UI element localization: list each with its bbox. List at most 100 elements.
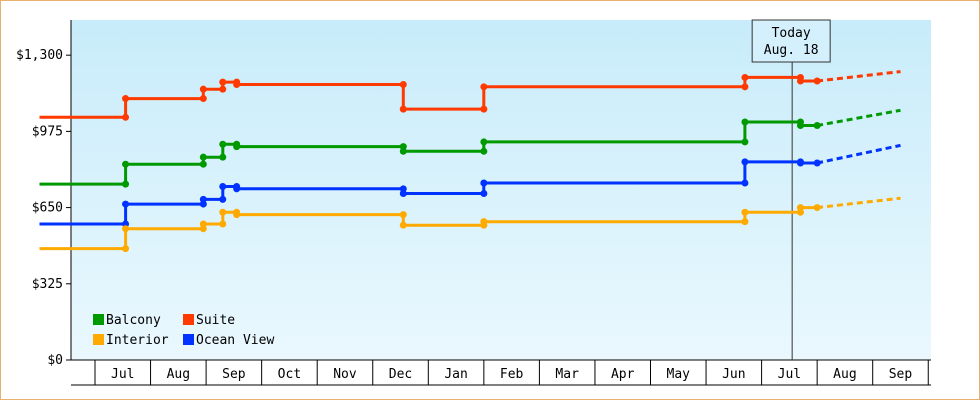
y-tick-label: $975 <box>32 124 63 139</box>
data-point <box>233 143 241 151</box>
data-point <box>741 158 749 166</box>
plot-background <box>71 20 931 360</box>
legend-swatch <box>93 314 104 325</box>
data-point <box>399 211 407 219</box>
x-tick-label: Jul <box>778 367 801 382</box>
data-point <box>813 77 821 85</box>
today-date: Aug. 18 <box>764 43 819 58</box>
x-tick-label: Jul <box>111 367 134 382</box>
series-ocean-view <box>39 143 901 228</box>
legend: Balcony Suite Interior Ocean View <box>93 313 274 348</box>
data-point <box>122 95 130 103</box>
data-point <box>399 190 407 198</box>
data-point <box>813 159 821 167</box>
series-line <box>39 206 818 251</box>
legend-label: Interior <box>106 333 169 348</box>
data-point <box>399 221 407 229</box>
data-point <box>480 105 488 113</box>
data-point <box>813 204 821 212</box>
legend-swatch <box>183 334 194 345</box>
x-tick-label: Apr <box>611 367 635 382</box>
data-point <box>480 147 488 155</box>
series-line <box>39 160 818 226</box>
data-point <box>233 185 241 193</box>
data-point <box>480 138 488 146</box>
x-tick-label: Oct <box>278 367 301 382</box>
x-tick-label: Aug <box>167 367 190 382</box>
data-point <box>199 153 207 161</box>
series-interior <box>39 196 901 253</box>
data-point <box>219 182 227 190</box>
data-point <box>796 122 804 130</box>
data-point <box>399 147 407 155</box>
data-point <box>741 218 749 226</box>
data-point <box>399 105 407 113</box>
data-point <box>741 73 749 81</box>
data-point <box>219 195 227 203</box>
legend-swatch <box>93 334 104 345</box>
series-suite <box>39 70 901 121</box>
data-point <box>796 204 804 212</box>
data-point <box>796 77 804 85</box>
x-tick-label: Sep <box>222 367 246 382</box>
y-tick-label: $325 <box>32 277 63 292</box>
series-lines <box>39 70 901 253</box>
series-line <box>39 120 818 186</box>
data-point <box>480 179 488 187</box>
data-point <box>122 160 130 168</box>
x-tick-label: Jan <box>444 367 467 382</box>
data-point <box>741 138 749 146</box>
data-point <box>480 190 488 198</box>
legend-label: Balcony <box>106 313 161 328</box>
x-tick-label: May <box>667 367 691 382</box>
x-axis: Jul Aug Sep Oct Nov Dec Jan Feb Mar Apr May Jun Jul A… <box>71 359 931 386</box>
data-point <box>480 83 488 91</box>
x-tick-label: Nov <box>333 367 357 382</box>
data-point <box>813 122 821 130</box>
x-tick-label: Dec <box>389 367 412 382</box>
data-point <box>233 211 241 219</box>
x-tick-label: Sep <box>889 367 913 382</box>
series-line <box>39 75 818 119</box>
data-point <box>122 113 130 121</box>
forecast-line <box>816 108 901 127</box>
data-point <box>741 179 749 187</box>
data-point <box>741 118 749 126</box>
data-point <box>233 80 241 88</box>
forecast-line <box>816 143 901 165</box>
data-point <box>219 78 227 86</box>
data-point <box>219 140 227 148</box>
x-tick-label: Mar <box>555 367 579 382</box>
x-tick-label: Aug <box>833 367 856 382</box>
data-point <box>199 160 207 168</box>
data-point <box>399 80 407 88</box>
data-point <box>480 218 488 226</box>
x-tick-label: Feb <box>500 367 524 382</box>
y-tick-label: $1,300 <box>16 48 63 63</box>
data-point <box>219 153 227 161</box>
x-tick-label: Jun <box>722 367 745 382</box>
forecast-line <box>816 196 901 210</box>
data-point <box>741 208 749 216</box>
y-axis: $0 $325 $650 $975 $1,300 <box>16 20 72 368</box>
legend-label: Suite <box>196 313 235 328</box>
data-point <box>219 208 227 216</box>
data-point <box>199 95 207 103</box>
data-point <box>122 245 130 253</box>
series-balcony <box>39 108 901 188</box>
legend-swatch <box>183 314 194 325</box>
data-point <box>199 195 207 203</box>
today-label: Today <box>772 26 811 41</box>
legend-label: Ocean View <box>196 333 274 348</box>
forecast-line <box>816 70 901 83</box>
data-point <box>122 180 130 188</box>
data-point <box>796 159 804 167</box>
data-point <box>219 85 227 93</box>
data-point <box>219 220 227 228</box>
data-point <box>122 225 130 233</box>
data-point <box>741 83 749 91</box>
data-point <box>199 220 207 228</box>
data-point <box>122 200 130 208</box>
y-tick-label: $650 <box>32 201 63 216</box>
